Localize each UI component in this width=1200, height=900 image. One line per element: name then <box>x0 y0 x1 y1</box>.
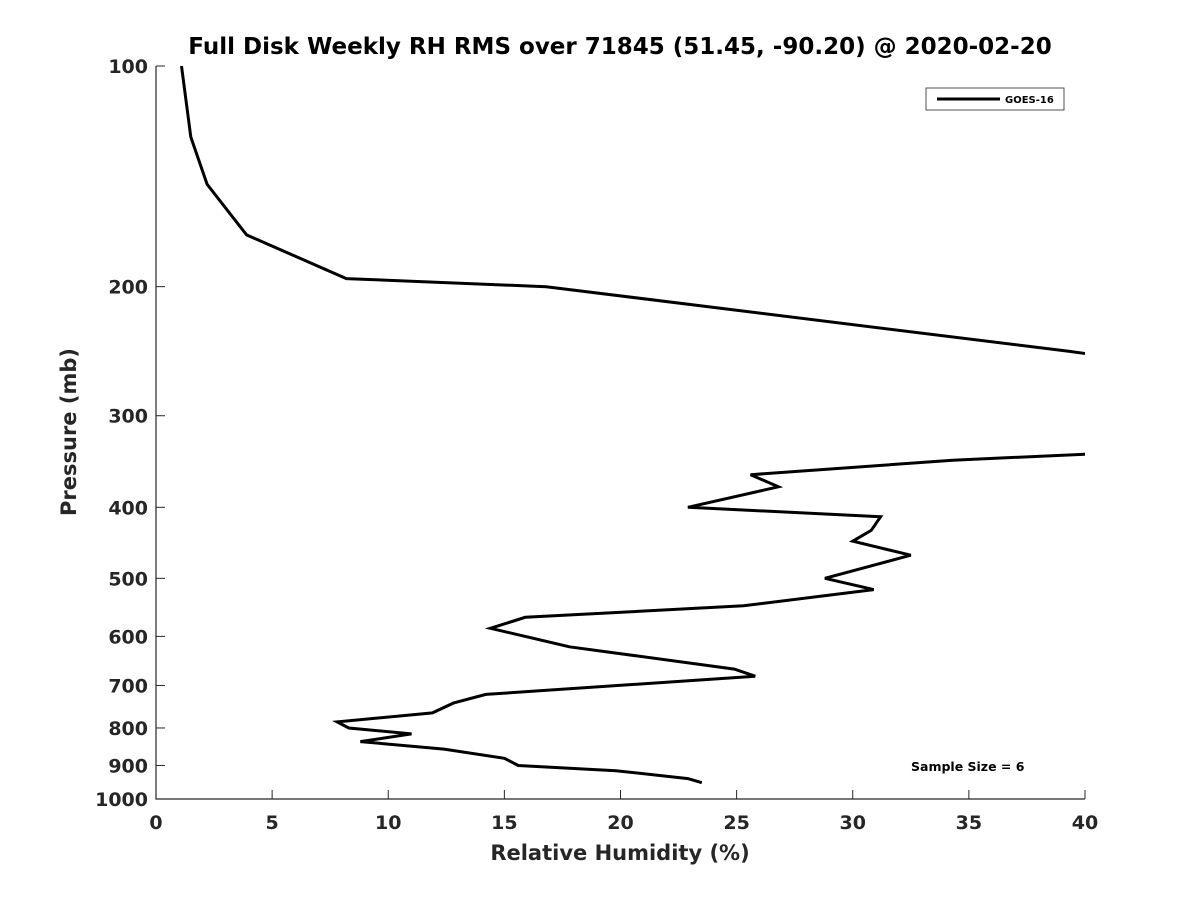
x-axis-ticks: 0 5 10 15 20 25 30 35 40 <box>149 790 1098 834</box>
chart-title: Full Disk Weekly RH RMS over 71845 (51.4… <box>188 34 1051 60</box>
y-axis-label: Pressure (mb) <box>57 348 81 516</box>
y-tick-label: 700 <box>108 675 148 697</box>
x-tick-label: 20 <box>607 812 633 834</box>
x-tick-label: 5 <box>266 812 279 834</box>
y-tick-label: 500 <box>108 568 148 590</box>
x-tick-label: 15 <box>491 812 517 834</box>
y-tick-label: 100 <box>108 56 148 78</box>
y-tick-label: 900 <box>108 755 148 777</box>
x-tick-label: 40 <box>1072 812 1098 834</box>
x-axis-label: Relative Humidity (%) <box>490 841 749 865</box>
series-line-goes-16 <box>180 66 1085 785</box>
y-tick-label: 200 <box>108 277 148 299</box>
legend: GOES-16 <box>925 87 1065 111</box>
plot-area: 0 5 10 15 20 25 30 35 40 100 200 300 400 500 600 700 80… <box>95 56 1098 834</box>
y-tick-label: 600 <box>108 626 148 648</box>
axes-frame <box>155 66 1085 800</box>
legend-label: GOES-16 <box>1005 95 1054 106</box>
y-tick-label: 800 <box>108 718 148 740</box>
y-tick-label: 400 <box>108 497 148 519</box>
y-tick-label: 1000 <box>95 789 148 811</box>
y-tick-label: 300 <box>108 406 148 428</box>
x-tick-label: 35 <box>956 812 982 834</box>
x-tick-label: 10 <box>375 812 401 834</box>
series-layer <box>180 66 1085 785</box>
x-tick-label: 25 <box>723 812 749 834</box>
y-axis-ticks: 100 200 300 400 500 600 700 800 900 1000 <box>95 56 165 811</box>
x-tick-label: 30 <box>840 812 866 834</box>
sample-size-annotation: Sample Size = 6 <box>911 759 1025 774</box>
x-tick-label: 0 <box>149 812 162 834</box>
